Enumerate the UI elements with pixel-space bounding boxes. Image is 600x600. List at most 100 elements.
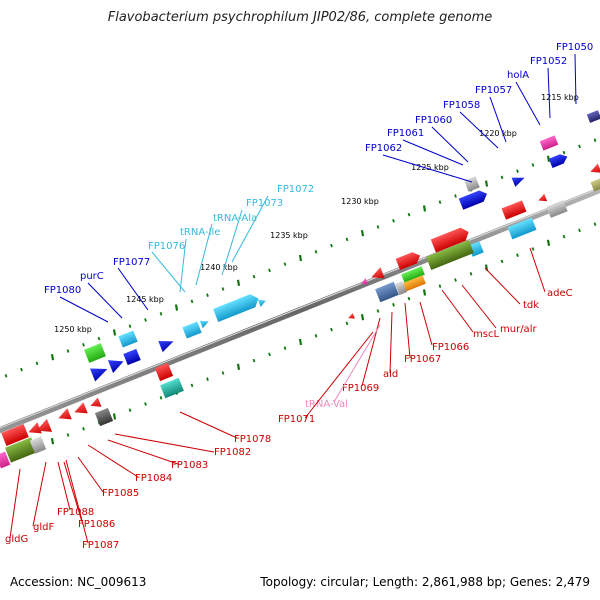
gene-label[interactable]: FP1082 <box>114 433 251 458</box>
gene-feature[interactable] <box>72 402 88 418</box>
gene-label[interactable]: tdk <box>484 267 539 311</box>
tick-mark <box>546 239 551 246</box>
tick-mark <box>330 243 333 248</box>
gene-feature[interactable] <box>182 321 202 339</box>
gene-label[interactable]: ald <box>383 311 398 380</box>
gene-label[interactable]: FP1058 <box>443 100 499 149</box>
gene-label[interactable]: FP1078 <box>179 411 271 445</box>
gene-label[interactable]: FP1060 <box>415 115 469 163</box>
gene-feature[interactable] <box>123 348 141 366</box>
gene-label[interactable]: tRNA-Ile <box>179 227 220 293</box>
gene-label[interactable]: FP1088 <box>57 461 94 518</box>
gene-feature[interactable] <box>589 163 600 177</box>
gene-feature[interactable] <box>56 408 72 424</box>
gene-feature[interactable] <box>511 173 527 187</box>
tick-mark <box>298 338 303 346</box>
gene-feature[interactable] <box>89 363 110 382</box>
gene-feature[interactable] <box>501 200 527 220</box>
gene-label[interactable]: FP1072 <box>231 184 314 263</box>
gene-feature[interactable] <box>369 267 385 283</box>
callout-line <box>441 289 474 333</box>
gene-feature[interactable] <box>257 297 267 308</box>
gene-feature[interactable] <box>29 436 47 454</box>
gene-feature[interactable] <box>89 397 102 411</box>
tick-mark <box>283 346 287 350</box>
gene-feature[interactable] <box>426 239 474 271</box>
gene-label[interactable]: FP1087 <box>65 459 119 551</box>
gene-label-text: FP1086 <box>78 519 115 530</box>
gene-label[interactable]: adeC <box>529 247 573 299</box>
gene-label-text: tRNA-Val <box>305 399 348 410</box>
gene-feature[interactable] <box>5 437 37 463</box>
gene-feature[interactable] <box>507 217 537 240</box>
tick-mark <box>50 438 55 445</box>
tick-mark <box>500 175 504 180</box>
gene-feature[interactable] <box>402 275 426 292</box>
gene-feature[interactable] <box>395 250 423 271</box>
gene-label-text: FP1057 <box>475 85 512 96</box>
gene-label[interactable]: mur/alr <box>461 284 537 335</box>
gene-feature[interactable] <box>1 424 29 446</box>
gene-feature[interactable] <box>375 281 399 303</box>
gene-feature[interactable] <box>395 280 407 296</box>
gene-label[interactable]: FP1061 <box>387 128 464 166</box>
callout-line <box>382 154 473 183</box>
gene-feature[interactable] <box>590 178 600 192</box>
tick-mark <box>546 155 551 162</box>
gene-feature[interactable] <box>158 336 175 353</box>
gene-feature[interactable] <box>430 225 471 253</box>
gene-label[interactable]: FP1083 <box>107 439 208 471</box>
gene-feature[interactable] <box>34 418 53 437</box>
gene-label[interactable]: FP1085 <box>77 456 139 499</box>
gene-label[interactable]: gldF <box>32 461 54 533</box>
gene-feature[interactable] <box>537 193 548 204</box>
gene-label[interactable]: purC <box>80 271 123 319</box>
tick-mark <box>268 268 271 273</box>
gene-feature[interactable] <box>154 362 174 382</box>
gene-label[interactable]: FP1050 <box>556 42 593 105</box>
gene-feature[interactable] <box>107 355 126 374</box>
gene-label[interactable]: FP1086 <box>63 461 115 530</box>
gene-feature[interactable] <box>94 407 114 427</box>
gene-feature[interactable] <box>539 135 559 151</box>
gene-feature[interactable] <box>26 422 42 438</box>
callout-line <box>87 282 123 319</box>
gene-feature[interactable] <box>0 451 11 469</box>
gene-label[interactable]: FP1062 <box>365 143 473 183</box>
gene-feature[interactable] <box>118 330 138 348</box>
gene-label[interactable]: gldG <box>5 468 28 545</box>
callout-line <box>221 209 243 276</box>
gene-feature[interactable] <box>464 176 480 192</box>
gene-feature[interactable] <box>548 152 569 168</box>
gene-label[interactable]: FP1052 <box>530 56 567 119</box>
gene-feature[interactable] <box>160 377 184 399</box>
tick-mark <box>66 433 70 437</box>
gene-feature[interactable] <box>84 343 106 363</box>
gene-label[interactable]: FP1080 <box>44 285 109 323</box>
gene-label[interactable]: tRNA-Ala <box>195 213 257 286</box>
gene-label[interactable]: holA <box>507 70 541 126</box>
callout-line <box>402 139 464 166</box>
gene-feature[interactable] <box>347 313 355 321</box>
gene-feature[interactable] <box>360 278 369 287</box>
gene-feature[interactable] <box>213 292 261 323</box>
gene-label[interactable]: FP1057 <box>475 85 512 143</box>
gene-feature[interactable] <box>401 266 425 283</box>
gene-label[interactable]: FP1076 <box>148 241 186 293</box>
gene-feature[interactable] <box>458 188 489 210</box>
genome-summary: Topology: circular; Length: 2,861,988 bp… <box>260 575 590 589</box>
gene-feature[interactable] <box>199 318 210 329</box>
tick-mark <box>252 358 256 363</box>
gene-label[interactable]: FP1084 <box>87 444 172 484</box>
callout-line <box>114 433 215 453</box>
gene-label[interactable]: FP1077 <box>113 257 150 311</box>
gene-label[interactable]: FP1067 <box>404 302 441 365</box>
gene-label[interactable]: tRNA-Val <box>305 324 381 410</box>
gene-label[interactable]: mscL <box>441 289 499 340</box>
callout-line <box>87 444 139 478</box>
gene-label[interactable]: FP1071 <box>278 331 374 425</box>
gene-feature[interactable] <box>546 200 568 218</box>
gene-label[interactable]: FP1073 <box>221 198 283 276</box>
gene-feature[interactable] <box>586 110 600 123</box>
gene-label[interactable]: FP1066 <box>419 301 469 353</box>
